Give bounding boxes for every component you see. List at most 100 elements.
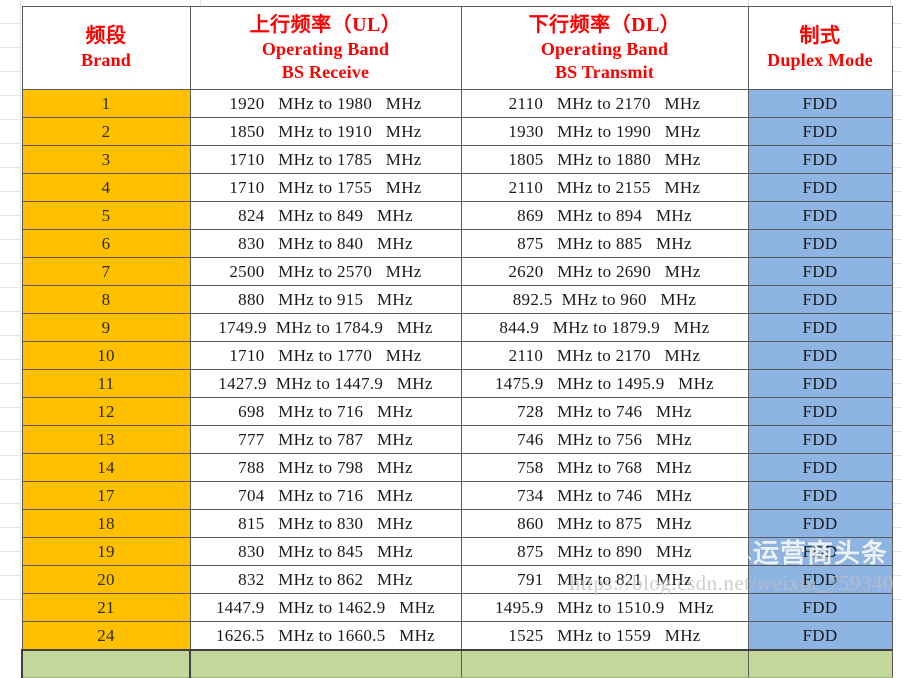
- cell-duplex: FDD: [747, 621, 893, 651]
- cell-uplink: 1710 MHz to 1785 MHz: [189, 145, 462, 174]
- cell-band-text: 12: [97, 401, 115, 421]
- cell-band-text: 4: [101, 177, 111, 197]
- cell-uplink: 1427.9 MHz to 1447.9 MHz: [189, 369, 462, 398]
- table-row: 13 777 MHz to 787 MHz 746 MHz to 756 MHz FD…: [21, 425, 893, 454]
- cell-band: 12: [21, 397, 191, 426]
- cell-band-text: 6: [101, 233, 111, 253]
- cell-duplex-text: FDD: [802, 317, 838, 337]
- cell-uplink: 1850 MHz to 1910 MHz: [189, 117, 462, 146]
- header-uplink-en: Operating Band: [261, 38, 390, 59]
- cell-duplex: FDD: [747, 453, 893, 482]
- header-cell-duplex: 制式 Duplex Mode: [747, 6, 893, 90]
- cell-duplex: FDD: [747, 257, 893, 286]
- header-band-en: Brand: [80, 50, 132, 71]
- cell-downlink: 791 MHz to 821 MHz: [460, 565, 749, 594]
- cell-downlink-text: 892.5 MHz to 960 MHz: [512, 289, 697, 309]
- cell-downlink-text: 875 MHz to 885 MHz: [517, 233, 692, 253]
- cell-downlink-text: 869 MHz to 894 MHz: [517, 205, 692, 225]
- cell-band: 13: [21, 425, 191, 454]
- cell-band-text: 21: [97, 597, 115, 617]
- cell-duplex: FDD: [747, 313, 893, 342]
- cell-uplink-text: 1427.9 MHz to 1447.9 MHz: [218, 373, 433, 393]
- cell-uplink: 1710 MHz to 1755 MHz: [189, 173, 462, 202]
- cell-downlink-text: 2110 MHz to 2155 MHz: [508, 177, 701, 197]
- cell-duplex-text: FDD: [802, 541, 838, 561]
- cell-band: 5: [21, 201, 191, 230]
- table-row: 17 704 MHz to 716 MHz 734 MHz to 746 MHz FD…: [21, 481, 893, 510]
- cell-band-text: 11: [97, 373, 115, 393]
- cell-uplink-text: 1710 MHz to 1755 MHz: [229, 177, 422, 197]
- table-row: 9 1749.9 MHz to 1784.9 MHz 844.9 MHz to 18…: [21, 313, 893, 342]
- cell-uplink-text: 832 MHz to 862 MHz: [238, 569, 413, 589]
- cell-duplex-text: FDD: [802, 457, 838, 477]
- cell-uplink-text: 1447.9 MHz to 1462.9 MHz: [216, 597, 435, 617]
- cell-duplex-text: FDD: [802, 485, 838, 505]
- cell-band: 3: [21, 145, 191, 174]
- cell-uplink: 830 MHz to 845 MHz: [189, 537, 462, 566]
- cell-duplex-text: FDD: [802, 233, 838, 253]
- cell-downlink-text: 758 MHz to 768 MHz: [517, 457, 692, 477]
- cell-duplex: FDD: [747, 89, 893, 118]
- cell-duplex: FDD: [747, 425, 893, 454]
- cell-downlink: 875 MHz to 885 MHz: [460, 229, 749, 258]
- cell-band-text: 5: [101, 205, 111, 225]
- cell-duplex-text: FDD: [802, 149, 838, 169]
- table-row: 6 830 MHz to 840 MHz 875 MHz to 885 MHz FDD: [21, 229, 893, 258]
- cell-downlink: 1525 MHz to 1559 MHz: [460, 621, 749, 651]
- cell-uplink-text: 788 MHz to 798 MHz: [238, 457, 413, 477]
- cell-downlink: 2110 MHz to 2155 MHz: [460, 173, 749, 202]
- cell-downlink: 758 MHz to 768 MHz: [460, 453, 749, 482]
- table-row: 7 2500 MHz to 2570 MHz 2620 MHz to 2690 MH…: [21, 257, 893, 286]
- cell-downlink: 1475.9 MHz to 1495.9 MHz: [460, 369, 749, 398]
- header-downlink-en: Operating Band: [540, 38, 669, 59]
- cell-duplex-text: FDD: [802, 345, 838, 365]
- table-row: 2 1850 MHz to 1910 MHz 1930 MHz to 1990 MH…: [21, 117, 893, 146]
- table-row: 20 832 MHz to 862 MHz 791 MHz to 821 MHz FD…: [21, 565, 893, 594]
- header-downlink-en2: BS Transmit: [554, 61, 655, 82]
- cell-duplex-text: FDD: [802, 205, 838, 225]
- cell-band: 24: [21, 621, 191, 651]
- cell-band-text: 17: [97, 485, 115, 505]
- cell-band: 4: [21, 173, 191, 202]
- table-row: 14 788 MHz to 798 MHz 758 MHz to 768 MHz FD…: [21, 453, 893, 482]
- cell-band-text: 3: [101, 149, 111, 169]
- cell-uplink-text: 880 MHz to 915 MHz: [238, 289, 413, 309]
- cell-uplink-text: 1850 MHz to 1910 MHz: [229, 121, 422, 141]
- table-header: 频段 Brand 上行频率（UL） Operating Band BS Rece…: [21, 6, 893, 90]
- cell-downlink-text: 1805 MHz to 1880 MHz: [508, 149, 701, 169]
- cell-downlink: 2110 MHz to 2170 MHz: [460, 341, 749, 370]
- cell-uplink-text: 1626.5 MHz to 1660.5 MHz: [216, 625, 435, 645]
- header-downlink-cn: 下行频率（DL）: [528, 13, 681, 36]
- cell-downlink-text: 734 MHz to 746 MHz: [517, 485, 692, 505]
- cell-band: 9: [21, 313, 191, 342]
- header-cell-uplink: 上行频率（UL） Operating Band BS Receive: [189, 6, 462, 90]
- cell-duplex-text: FDD: [802, 121, 838, 141]
- cell-downlink-text: 844.9 MHz to 1879.9 MHz: [499, 317, 710, 337]
- header-uplink-cn: 上行频率（UL）: [249, 13, 402, 36]
- cell-downlink: 746 MHz to 756 MHz: [460, 425, 749, 454]
- cell-downlink-text: 860 MHz to 875 MHz: [517, 513, 692, 533]
- cell-band-text: 24: [97, 625, 115, 645]
- cell-downlink-text: 1930 MHz to 1990 MHz: [508, 121, 701, 141]
- cell-duplex-text: FDD: [802, 261, 838, 281]
- cell-uplink-text: 1749.9 MHz to 1784.9 MHz: [218, 317, 433, 337]
- cell-uplink: 1749.9 MHz to 1784.9 MHz: [189, 313, 462, 342]
- cell-uplink: 880 MHz to 915 MHz: [189, 285, 462, 314]
- cell-duplex: FDD: [747, 537, 893, 566]
- header-band-cn: 频段: [85, 25, 127, 48]
- cell-uplink: 788 MHz to 798 MHz: [189, 453, 462, 482]
- table-row: 11 1427.9 MHz to 1447.9 MHz 1475.9 MHz to …: [21, 369, 893, 398]
- cell-downlink-text: 875 MHz to 890 MHz: [517, 541, 692, 561]
- cell-duplex-text: FDD: [802, 569, 838, 589]
- cell-uplink: 777 MHz to 787 MHz: [189, 425, 462, 454]
- cell-uplink-text: 824 MHz to 849 MHz: [238, 205, 413, 225]
- cell-duplex: FDD: [747, 285, 893, 314]
- cell-duplex: FDD: [747, 173, 893, 202]
- cell-uplink-text: 2500 MHz to 2570 MHz: [229, 261, 422, 281]
- cell-band: 20: [21, 565, 191, 594]
- cell-uplink-text: 777 MHz to 787 MHz: [238, 429, 413, 449]
- cell-band-text: 1: [101, 93, 111, 113]
- table-tail-row: [21, 649, 893, 678]
- cell-band-text: 13: [97, 429, 115, 449]
- cell-duplex-text: FDD: [802, 625, 838, 645]
